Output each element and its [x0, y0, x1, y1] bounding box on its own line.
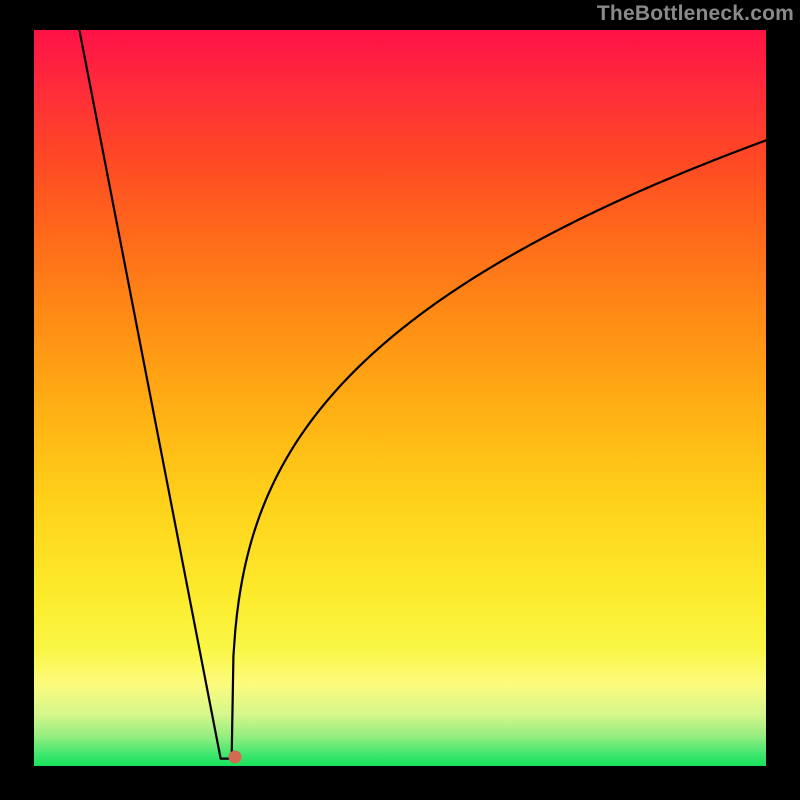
watermark-text: TheBottleneck.com [597, 2, 794, 26]
plot-area [34, 30, 766, 766]
chart-root: TheBottleneck.com [0, 0, 800, 800]
optimal-point-marker [229, 751, 242, 764]
gradient-background [34, 30, 766, 766]
